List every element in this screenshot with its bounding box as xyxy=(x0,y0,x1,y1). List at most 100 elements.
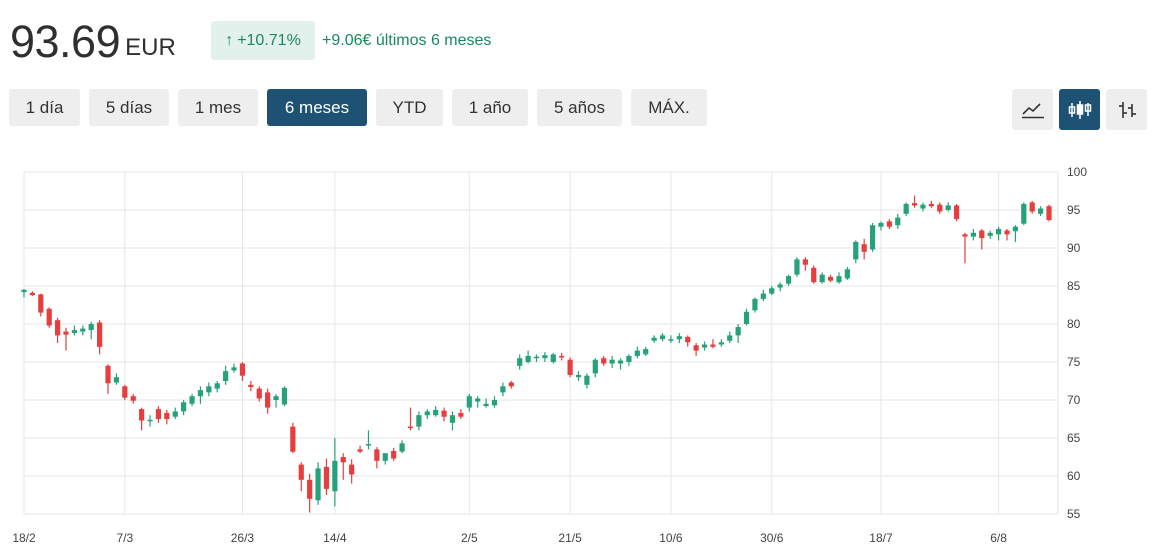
candle-body xyxy=(1004,230,1010,235)
candle xyxy=(701,341,708,351)
y-tick-label: 80 xyxy=(1067,317,1081,331)
x-tick-label: 18/2 xyxy=(12,531,36,545)
candle-body xyxy=(735,327,741,336)
line-chart-button[interactable] xyxy=(1012,89,1053,130)
candle-body xyxy=(122,386,128,398)
candle-body xyxy=(937,204,943,212)
candle-body xyxy=(617,360,624,364)
candle-body xyxy=(323,466,330,489)
candle-body xyxy=(668,339,674,341)
y-tick-label: 70 xyxy=(1067,393,1081,407)
candle xyxy=(248,381,254,391)
candle-body xyxy=(374,449,380,461)
candle-body xyxy=(979,230,985,239)
candle xyxy=(676,333,682,343)
candle xyxy=(449,411,456,431)
candle xyxy=(811,265,817,284)
x-tick-label: 7/3 xyxy=(116,531,133,545)
candle xyxy=(861,238,867,260)
candle xyxy=(357,445,363,454)
candle xyxy=(508,381,514,389)
candle-body xyxy=(886,221,892,227)
candle xyxy=(155,406,162,423)
candle-body xyxy=(601,358,607,364)
candle-body xyxy=(365,444,372,446)
range-1-year-button[interactable]: 1 año xyxy=(452,89,528,126)
x-tick-label: 26/3 xyxy=(231,531,255,545)
candlestick-chart-button[interactable] xyxy=(1059,89,1100,130)
candle xyxy=(164,409,170,425)
candle-body xyxy=(491,400,498,406)
range-5-years-button[interactable]: 5 años xyxy=(537,89,622,126)
candle xyxy=(542,352,548,362)
candle-body xyxy=(962,234,968,237)
candle xyxy=(668,335,674,343)
candle-body xyxy=(231,367,237,371)
candle xyxy=(945,202,951,212)
candle-body xyxy=(945,205,951,210)
candle-body xyxy=(399,443,405,452)
ohlc-chart-button[interactable] xyxy=(1106,89,1147,130)
candle-body xyxy=(80,328,86,332)
candle-body xyxy=(458,412,464,417)
candle-body xyxy=(88,324,94,331)
candle xyxy=(567,357,573,378)
range-ytd-button[interactable]: YTD xyxy=(376,89,443,126)
time-range-selector: 1 día 5 días 1 mes 6 meses YTD 1 año 5 a… xyxy=(9,89,707,126)
candle-body xyxy=(811,267,817,283)
candle xyxy=(307,473,313,513)
candle xyxy=(290,422,296,454)
range-1-month-button[interactable]: 1 mes xyxy=(178,89,258,126)
y-axis-labels: 55 60 65 70 75 80 85 90 95 100 xyxy=(1067,165,1087,521)
price-display: 93.69 EUR xyxy=(10,14,176,64)
candlestick-chart: 55 60 65 70 75 80 85 90 95 100 18/2 7/3 26/3 14/4 2/5… xyxy=(12,165,1087,545)
candle xyxy=(525,350,531,364)
candle xyxy=(1012,225,1018,242)
candle xyxy=(172,407,178,419)
candlestick-icon xyxy=(1068,100,1091,119)
candle-body xyxy=(172,411,178,417)
candle-body xyxy=(685,336,691,343)
candle-body xyxy=(1037,208,1044,214)
candle xyxy=(617,358,624,370)
candle xyxy=(592,358,598,378)
candle xyxy=(147,415,153,427)
candle-body xyxy=(626,355,632,362)
candle xyxy=(769,286,775,296)
candle-body xyxy=(559,355,565,358)
candle xyxy=(685,335,691,347)
range-1-day-button[interactable]: 1 día xyxy=(9,89,80,126)
candle-body xyxy=(575,374,582,378)
candle xyxy=(1046,204,1052,222)
change-percent-badge: ↑ +10.71% xyxy=(211,21,315,60)
candle xyxy=(214,381,220,393)
candle xyxy=(416,411,422,431)
candle xyxy=(349,459,355,484)
candle xyxy=(895,213,901,229)
candle-body xyxy=(357,449,363,452)
candle-body xyxy=(281,387,288,405)
range-6-months-button[interactable]: 6 meses xyxy=(267,89,367,126)
candle xyxy=(995,226,1002,241)
candle xyxy=(643,346,649,356)
candle-body xyxy=(139,409,145,421)
candle xyxy=(105,364,111,394)
candle-body xyxy=(256,388,262,399)
candle xyxy=(231,363,237,373)
candle xyxy=(29,291,36,296)
candle-body xyxy=(785,276,792,284)
candle-body xyxy=(970,232,976,237)
candle xyxy=(433,406,439,417)
candle xyxy=(727,331,733,343)
candle-body xyxy=(155,409,162,419)
candle xyxy=(844,267,850,280)
range-max-button[interactable]: MÁX. xyxy=(631,89,707,126)
candle xyxy=(399,440,405,454)
candle-body xyxy=(853,241,859,260)
candle xyxy=(626,354,632,366)
candle-body xyxy=(223,371,229,381)
candle xyxy=(71,325,78,336)
range-5-days-button[interactable]: 5 días xyxy=(89,89,169,126)
candle xyxy=(710,339,716,349)
candle-body xyxy=(953,205,960,220)
